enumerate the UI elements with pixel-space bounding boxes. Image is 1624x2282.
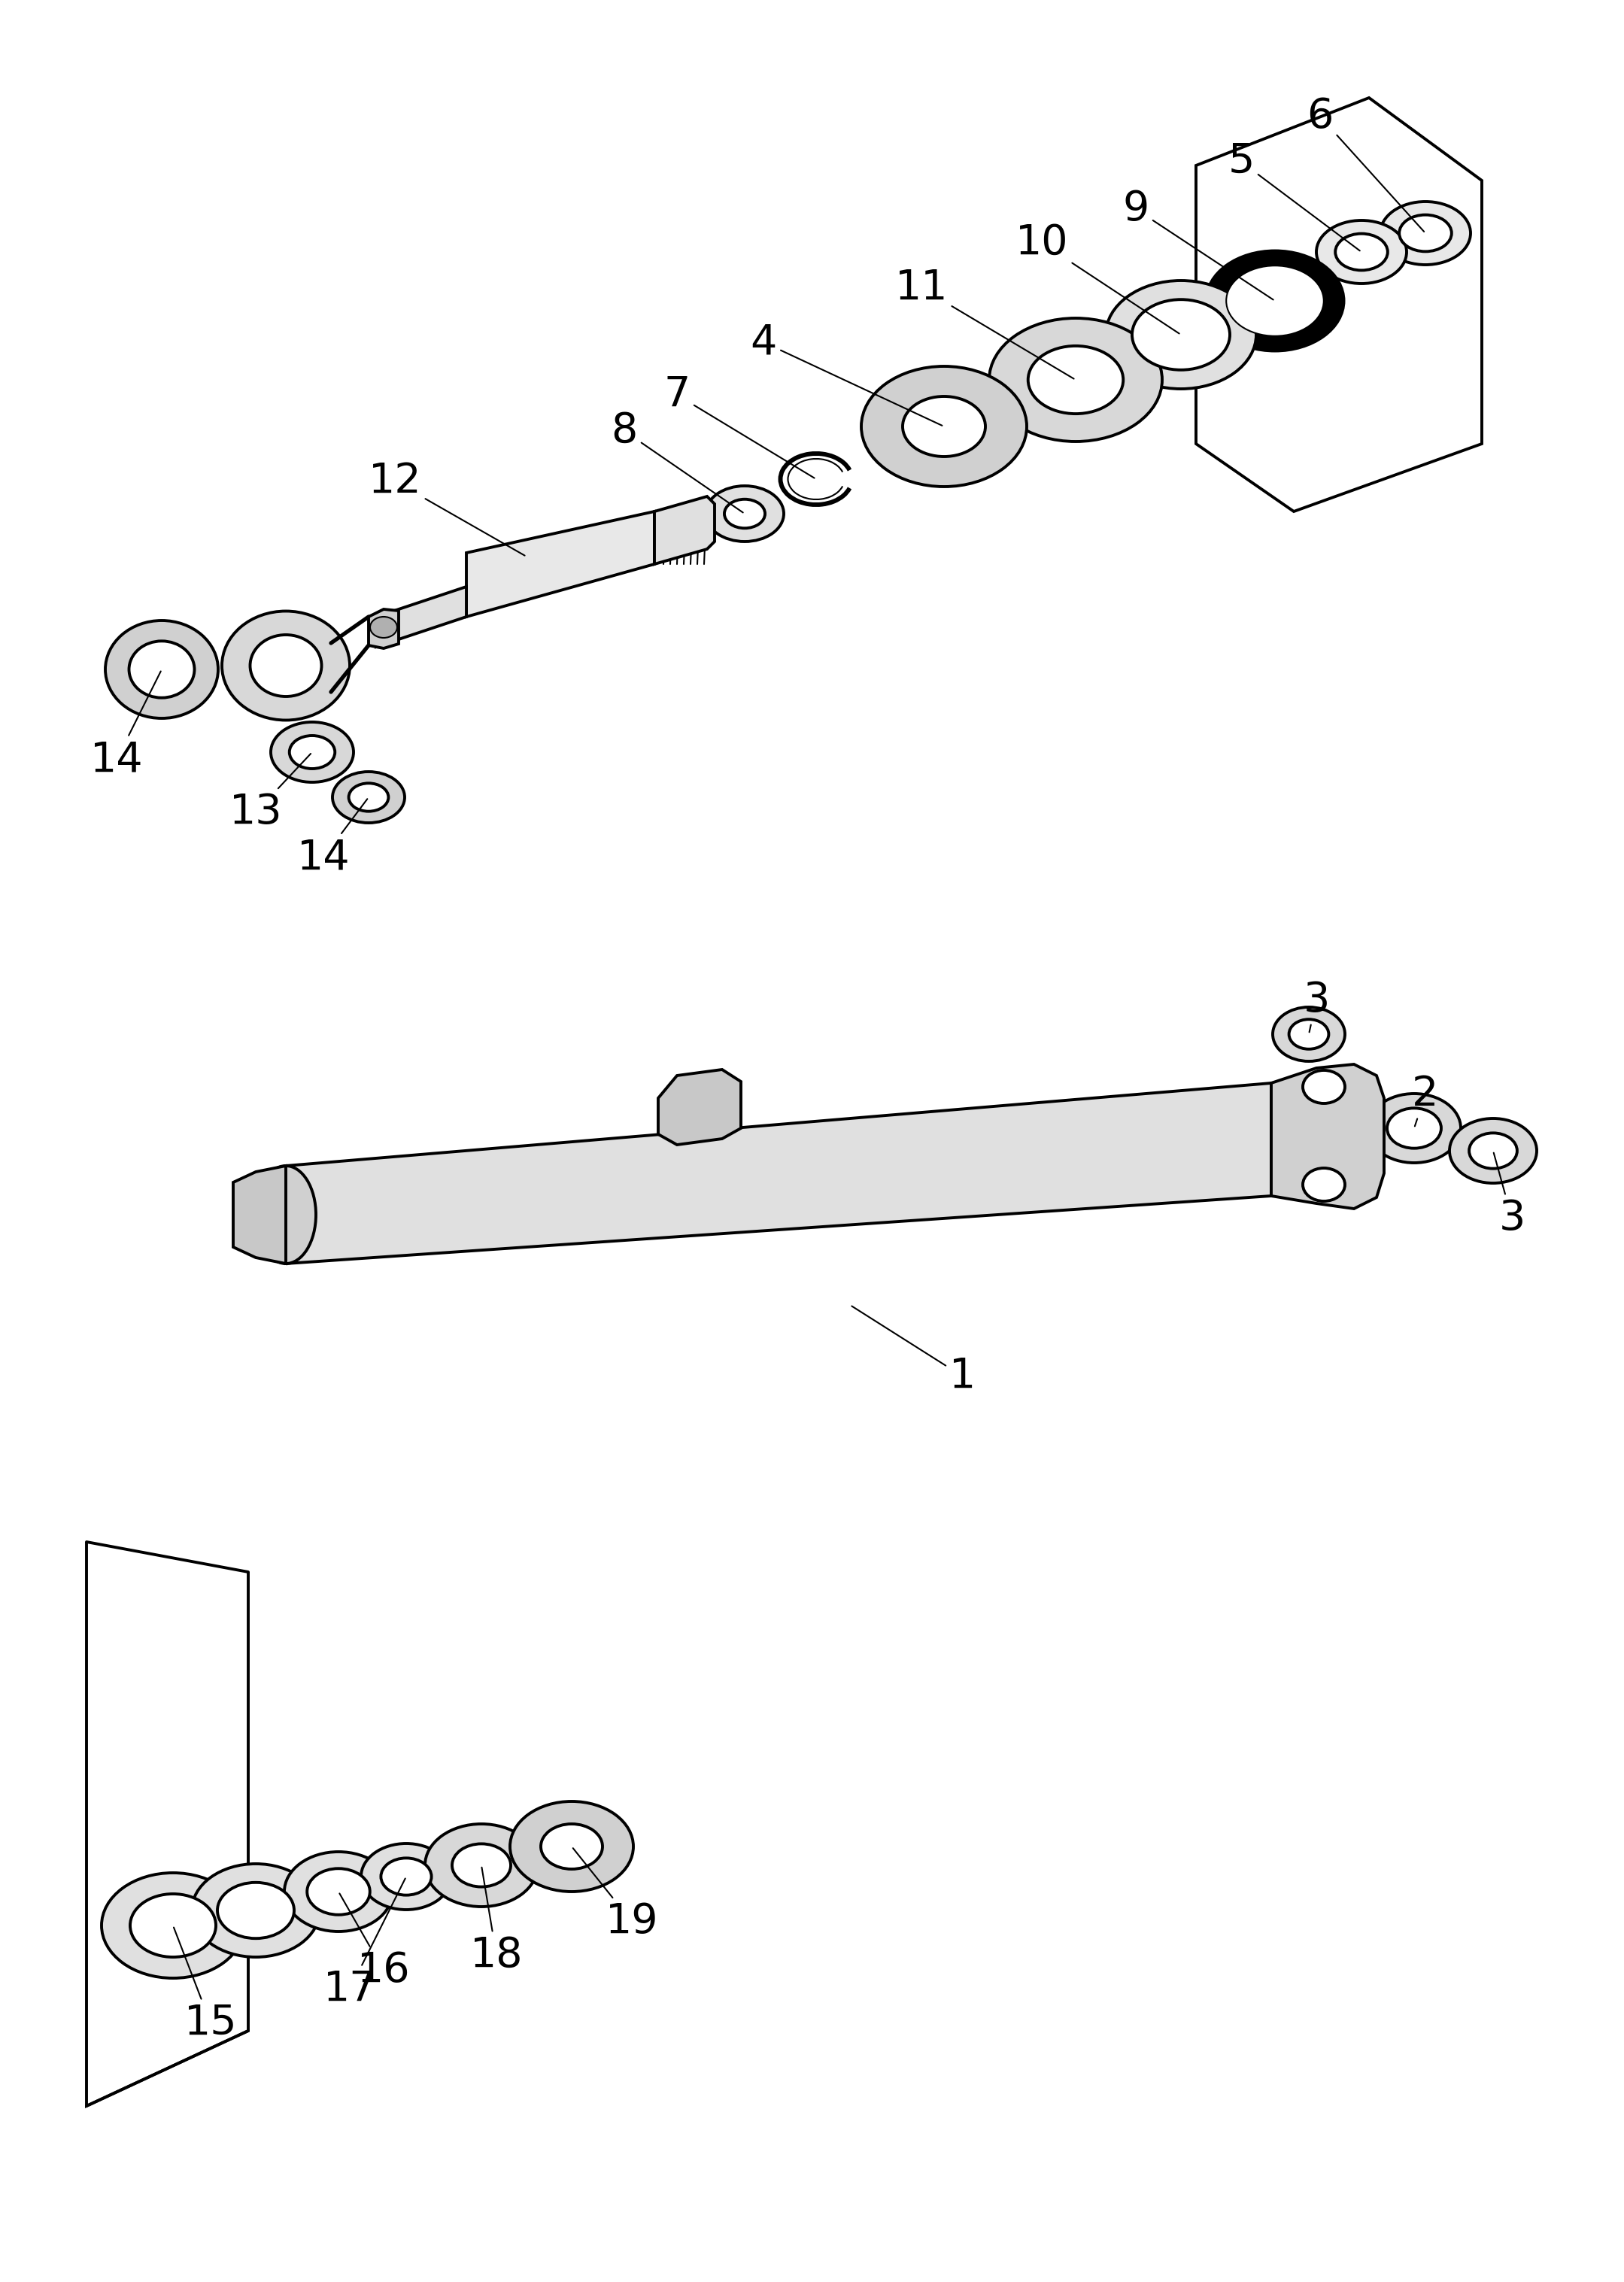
- Ellipse shape: [1470, 1132, 1517, 1168]
- Ellipse shape: [1289, 1020, 1328, 1050]
- Ellipse shape: [284, 1851, 393, 1931]
- Ellipse shape: [250, 634, 322, 696]
- Ellipse shape: [307, 1869, 370, 1915]
- Ellipse shape: [541, 1823, 603, 1869]
- Ellipse shape: [1302, 1070, 1345, 1104]
- Ellipse shape: [1400, 215, 1452, 251]
- Text: 8: 8: [611, 411, 742, 513]
- Text: 1: 1: [851, 1305, 976, 1397]
- Ellipse shape: [1317, 221, 1406, 283]
- Text: 15: 15: [174, 1928, 237, 2045]
- Ellipse shape: [1302, 1168, 1345, 1200]
- Ellipse shape: [903, 397, 986, 456]
- Text: 7: 7: [664, 374, 814, 477]
- Text: 14: 14: [297, 799, 367, 879]
- Text: 18: 18: [469, 1867, 523, 1976]
- Ellipse shape: [1273, 1006, 1345, 1061]
- Text: 12: 12: [369, 461, 525, 555]
- Ellipse shape: [1106, 281, 1257, 388]
- Ellipse shape: [130, 1894, 216, 1958]
- Ellipse shape: [1367, 1093, 1460, 1164]
- Text: 10: 10: [1015, 224, 1179, 333]
- Ellipse shape: [989, 317, 1163, 440]
- Ellipse shape: [1387, 1109, 1440, 1148]
- Text: 14: 14: [89, 671, 161, 780]
- Ellipse shape: [451, 1844, 510, 1887]
- Ellipse shape: [255, 1166, 317, 1264]
- Polygon shape: [377, 586, 466, 646]
- Ellipse shape: [106, 621, 218, 719]
- Text: 3: 3: [1494, 1152, 1525, 1239]
- Ellipse shape: [218, 1883, 294, 1937]
- Text: 6: 6: [1307, 96, 1424, 230]
- Polygon shape: [658, 1070, 741, 1146]
- Ellipse shape: [1226, 265, 1324, 335]
- Polygon shape: [466, 511, 654, 616]
- Ellipse shape: [271, 721, 354, 783]
- Ellipse shape: [222, 612, 349, 721]
- Text: 17: 17: [323, 1878, 406, 2010]
- Ellipse shape: [333, 771, 404, 824]
- Ellipse shape: [349, 783, 388, 812]
- Ellipse shape: [724, 500, 765, 527]
- Ellipse shape: [361, 1844, 451, 1910]
- Ellipse shape: [1380, 201, 1471, 265]
- Ellipse shape: [510, 1800, 633, 1892]
- Polygon shape: [1272, 1063, 1384, 1209]
- Text: 2: 2: [1413, 1075, 1439, 1127]
- Ellipse shape: [1132, 299, 1229, 370]
- Ellipse shape: [192, 1864, 320, 1958]
- Ellipse shape: [102, 1874, 245, 1978]
- Polygon shape: [369, 609, 398, 648]
- Ellipse shape: [1450, 1118, 1536, 1182]
- Ellipse shape: [1028, 347, 1124, 413]
- Polygon shape: [654, 497, 715, 564]
- Polygon shape: [286, 1084, 1272, 1264]
- Text: 9: 9: [1122, 189, 1273, 299]
- Ellipse shape: [382, 1858, 432, 1894]
- Ellipse shape: [289, 735, 335, 769]
- Ellipse shape: [425, 1823, 538, 1908]
- Polygon shape: [234, 1166, 286, 1264]
- Text: 11: 11: [895, 267, 1073, 379]
- Text: 13: 13: [229, 753, 310, 833]
- Text: 19: 19: [573, 1848, 658, 1942]
- Text: 4: 4: [750, 322, 942, 424]
- Ellipse shape: [128, 641, 195, 698]
- Text: 5: 5: [1228, 141, 1359, 251]
- Ellipse shape: [1335, 233, 1387, 269]
- Ellipse shape: [1207, 251, 1343, 349]
- Ellipse shape: [861, 367, 1026, 486]
- Text: 3: 3: [1302, 979, 1330, 1031]
- Ellipse shape: [370, 616, 398, 637]
- Ellipse shape: [705, 486, 784, 541]
- Text: 16: 16: [339, 1894, 411, 1990]
